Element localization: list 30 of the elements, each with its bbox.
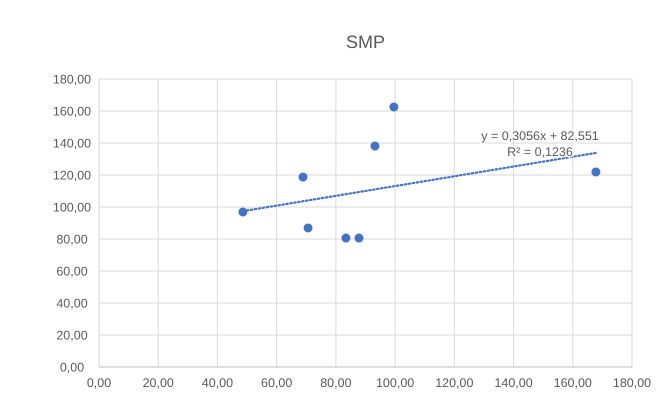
point bbox=[591, 167, 600, 176]
y-tick-label: 60,00 bbox=[56, 264, 88, 278]
annotation: y = 0,3056x + 82,551 bbox=[481, 129, 599, 143]
x-tick-label: 60,00 bbox=[261, 376, 292, 390]
x-tick-label: 140,00 bbox=[494, 376, 533, 390]
annotation: R² = 0,1236 bbox=[507, 145, 573, 159]
y-tick-label: 140,00 bbox=[52, 136, 92, 150]
y-tick-label: 160,00 bbox=[52, 104, 92, 118]
x-tick-label: 160,00 bbox=[554, 376, 592, 390]
point bbox=[341, 234, 350, 243]
x-tick-label: 180,00 bbox=[612, 376, 652, 390]
y-tick-label: 100,00 bbox=[52, 200, 92, 214]
y-tick-label: 40,00 bbox=[56, 296, 88, 310]
x-tick-label: 20,00 bbox=[142, 376, 174, 390]
y-tick-label: 20,00 bbox=[56, 328, 88, 342]
y-tick-label: 0,00 bbox=[60, 360, 84, 374]
point bbox=[298, 172, 308, 182]
point bbox=[370, 142, 380, 151]
x-tick-label: 120,00 bbox=[435, 376, 474, 390]
x-tick-label: 40,00 bbox=[202, 376, 234, 390]
point bbox=[389, 102, 398, 112]
chart-title: SMP bbox=[346, 32, 386, 52]
y-tick-label: 120,00 bbox=[52, 168, 92, 182]
x-tick-label: 100,00 bbox=[376, 376, 414, 390]
x-tick-label: 80,00 bbox=[320, 376, 352, 390]
point bbox=[304, 223, 313, 232]
y-tick-label: 80,00 bbox=[56, 232, 88, 246]
point bbox=[354, 234, 364, 243]
y-tick-label: 180,00 bbox=[52, 72, 92, 86]
x-tick-label: 0,00 bbox=[86, 376, 112, 390]
